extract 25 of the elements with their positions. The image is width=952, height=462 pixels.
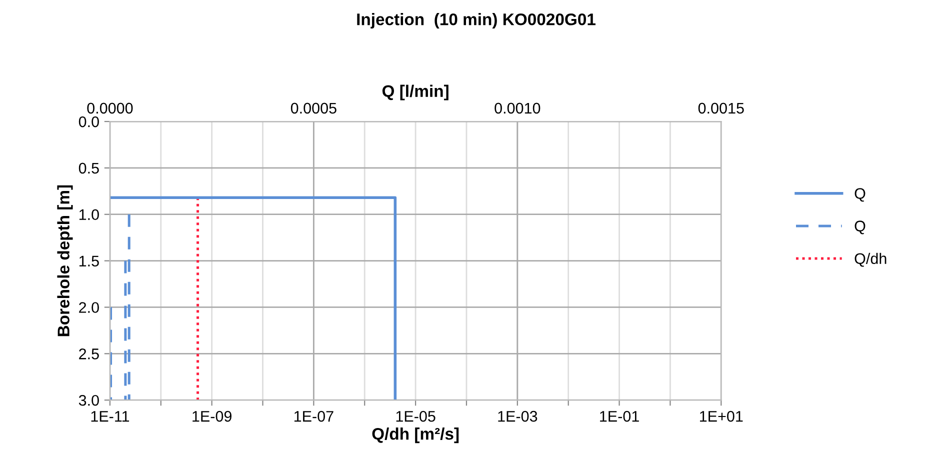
y-tick-label: 2.0	[79, 302, 99, 313]
y-tick-label: 3.0	[78, 394, 99, 406]
legend-label: Q/dh	[854, 252, 886, 267]
y-tick-label: 2.5	[79, 348, 99, 360]
x2-tick-label: 0.0000	[87, 102, 133, 114]
x2-tick-label: 0.0010	[494, 102, 540, 114]
y-tick-label: 1.0	[79, 209, 99, 220]
x-tick-label: 1E-07	[294, 410, 334, 422]
x-tick-label: 1E-11	[91, 411, 130, 422]
x-tick-label: 1E-05	[396, 410, 436, 422]
x-tick-label: 1E-01	[600, 410, 639, 422]
x2-axis-title: Q [l/min]	[382, 84, 448, 100]
x-tick-label: 1E-09	[192, 410, 232, 422]
x-axis-title: Q/dh [m²/s]	[372, 428, 459, 444]
x2-tick-label: 0.0015	[698, 102, 744, 114]
y-axis-title: Borehole depth [m]	[57, 185, 73, 336]
y-tick-label: 0.0	[78, 116, 99, 128]
x-tick-label: 1E-03	[498, 410, 538, 422]
legend-label: Q	[854, 188, 866, 202]
x2-tick-label: 0.0005	[290, 102, 336, 114]
legend-label: Q	[854, 220, 866, 234]
x-tick-label: 1E+01	[700, 410, 743, 422]
y-tick-label: 0.5	[78, 162, 99, 174]
chart-title: Injection (10 min) KO0020G01	[357, 13, 596, 29]
y-tick-label: 1.5	[79, 256, 99, 266]
